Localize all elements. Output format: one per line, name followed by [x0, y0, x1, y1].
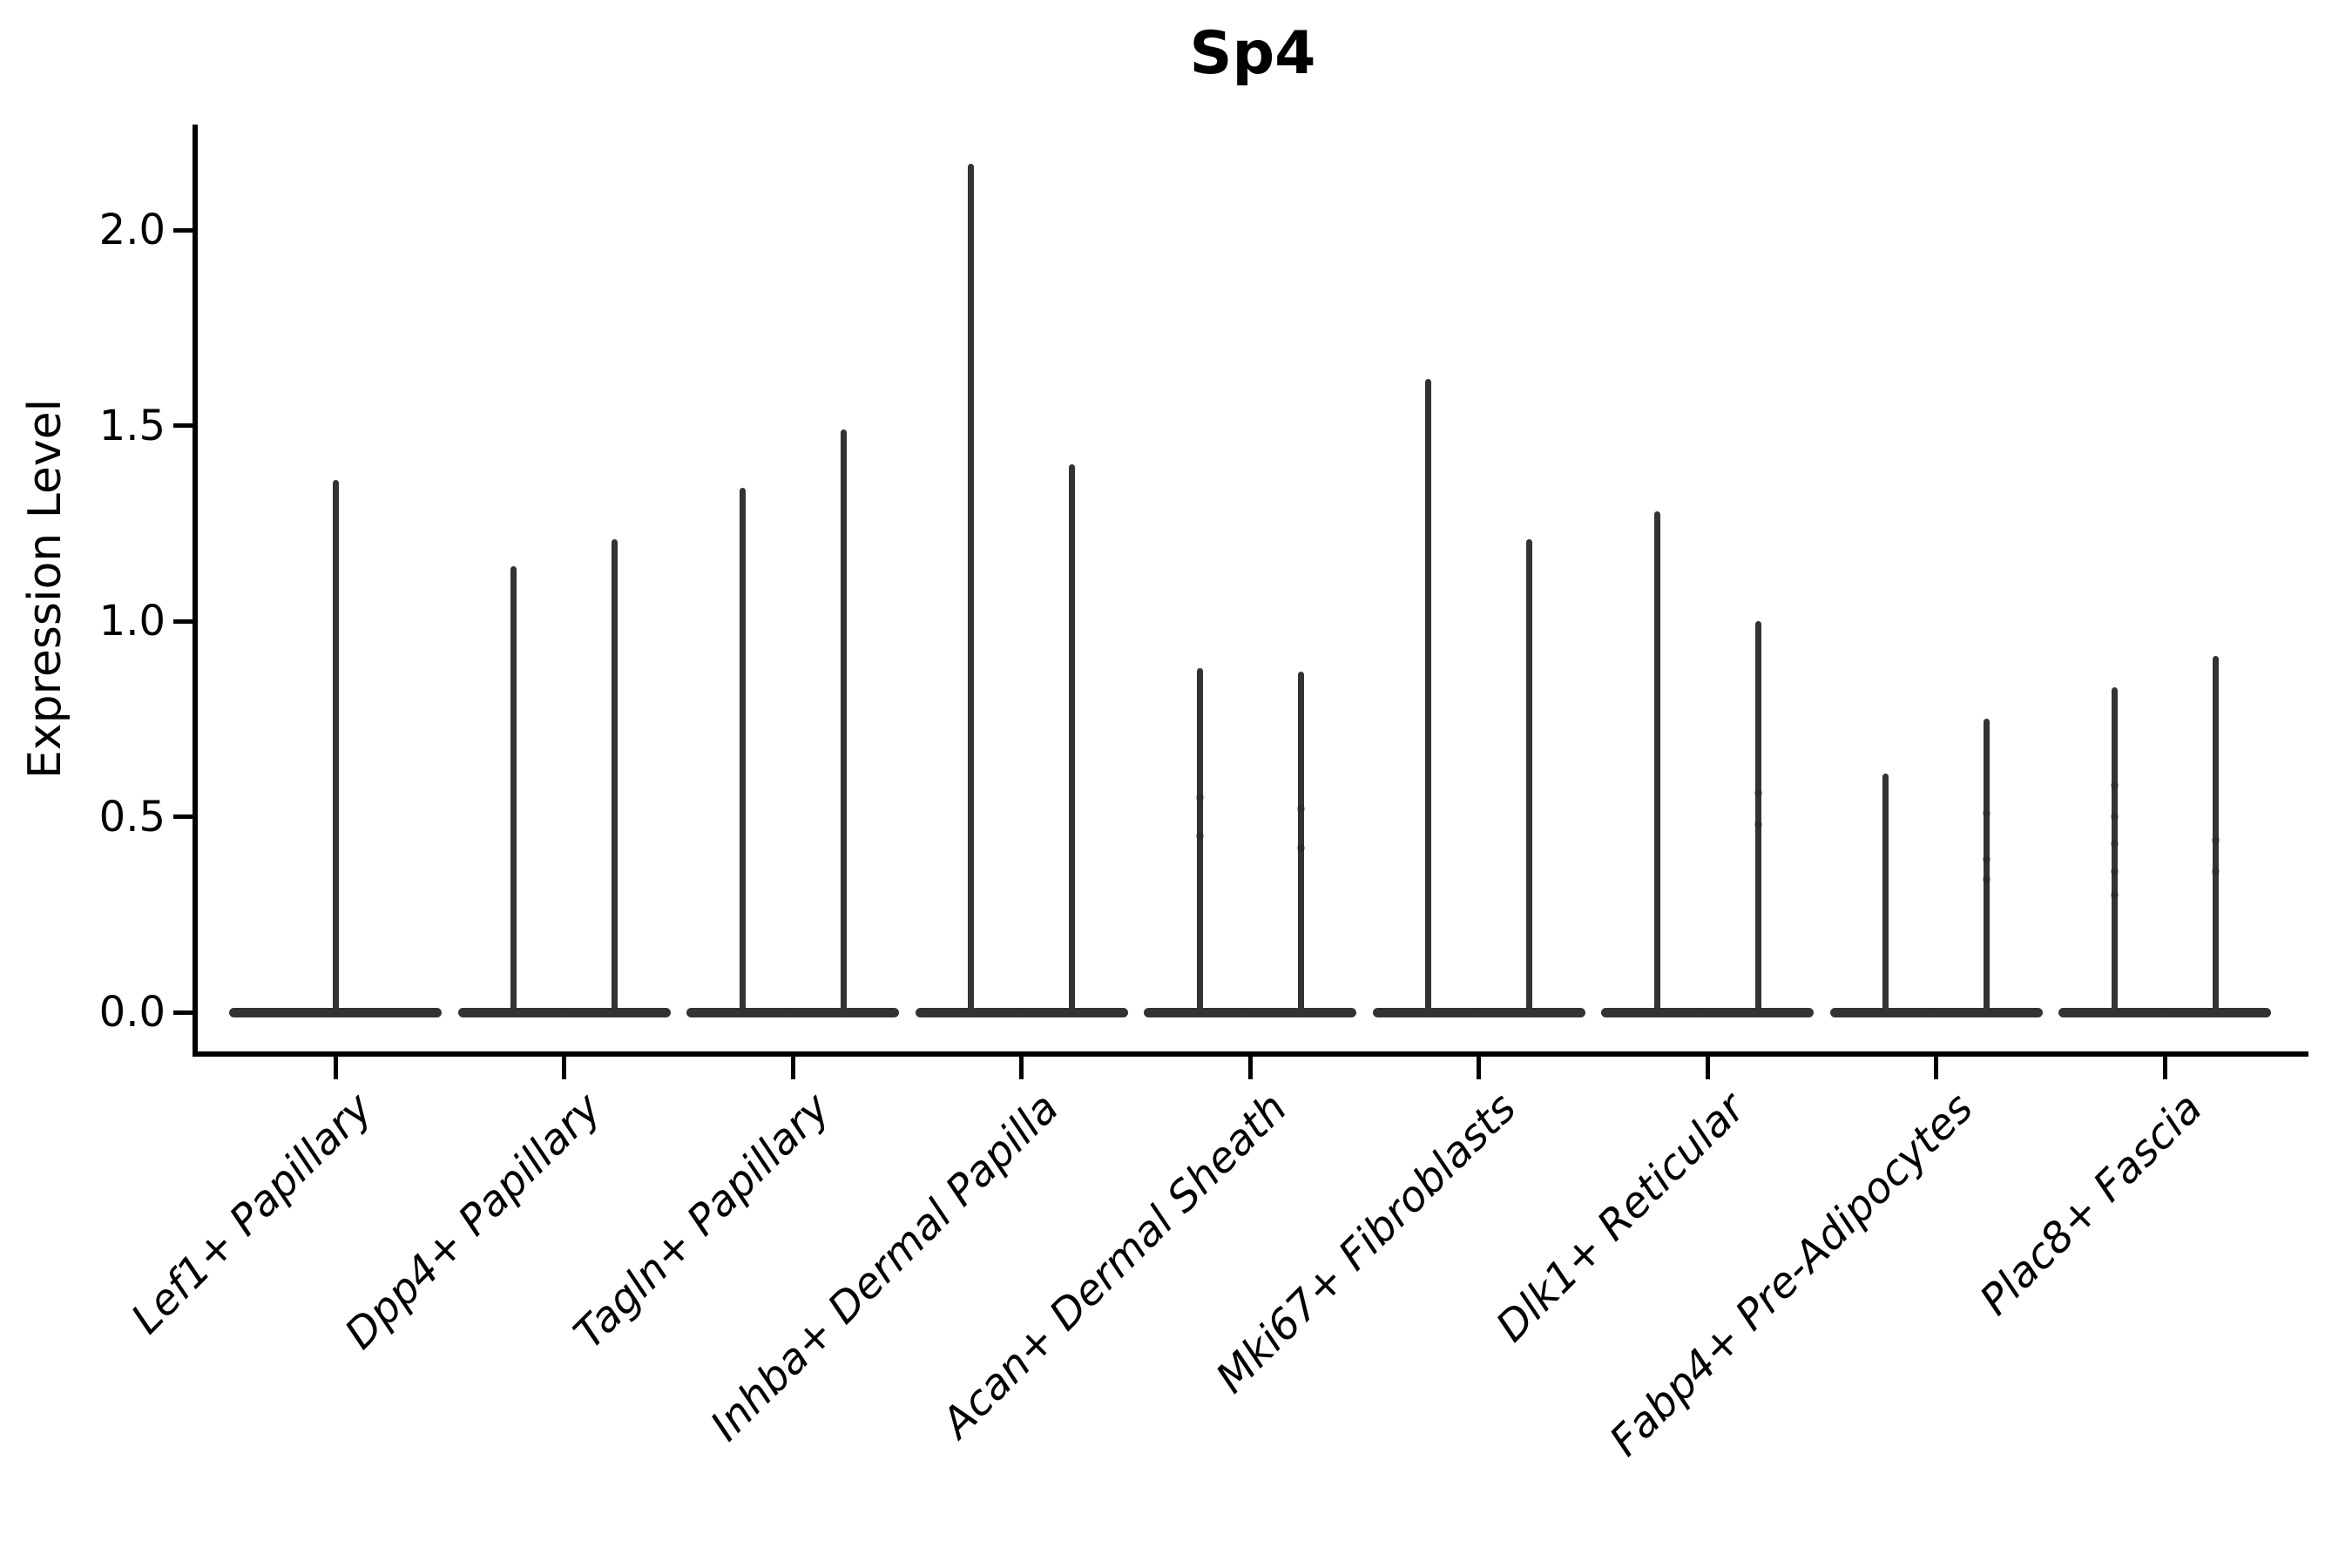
x-tick-label: Tagln+ Papillary	[564, 1084, 840, 1359]
x-tick-label: Fabp4+ Pre-Adipocytes	[1600, 1084, 1984, 1466]
expression-point	[1983, 808, 1990, 817]
violin-base	[558, 1007, 671, 1017]
violin-base	[1473, 1007, 1585, 1017]
violin-spike	[1196, 667, 1203, 1012]
y-tick-label: 1.5	[98, 401, 166, 450]
violin-spike	[1754, 621, 1761, 1012]
y-tick-label: 0.0	[98, 988, 166, 1037]
x-tick-mark	[562, 1057, 566, 1079]
violin-spike	[510, 566, 517, 1012]
violin-spike	[1297, 672, 1304, 1012]
expression-point	[2110, 781, 2119, 790]
expression-point	[1754, 820, 1762, 828]
x-tick-label: Lef1+ Papillary	[122, 1084, 382, 1344]
expression-point	[2211, 867, 2220, 875]
violin-base	[1829, 1007, 1942, 1017]
violin-base	[686, 1007, 798, 1017]
y-tick-mark	[173, 1010, 195, 1015]
violin-spike	[1069, 464, 1075, 1012]
violin-spike	[968, 163, 974, 1012]
violin-base	[915, 1007, 1027, 1017]
x-tick-mark	[333, 1057, 338, 1079]
violin-base	[1245, 1007, 1356, 1017]
violin-spike	[1984, 719, 1990, 1012]
y-tick-mark	[173, 618, 195, 624]
violin-spike	[1526, 538, 1532, 1012]
violin-spike	[2111, 687, 2118, 1012]
violin-base	[787, 1007, 899, 1017]
violin-spike	[332, 480, 339, 1012]
violin-base	[2159, 1007, 2271, 1017]
x-axis-spine	[193, 1051, 2308, 1057]
violin-base	[457, 1007, 570, 1017]
expression-point	[2211, 835, 2220, 844]
x-tick-mark	[2162, 1057, 2167, 1079]
y-axis-label: Expression Level	[19, 398, 71, 780]
violin-spike	[739, 488, 746, 1012]
expression-point	[1195, 793, 1204, 801]
expression-point	[2110, 813, 2119, 821]
x-tick-mark	[1247, 1057, 1253, 1079]
y-tick-label: 0.5	[98, 792, 166, 841]
violin-spike	[1882, 774, 1889, 1012]
expression-point	[2110, 867, 2119, 875]
violin-spike	[840, 429, 847, 1012]
y-tick-label: 2.0	[98, 206, 166, 254]
expression-point	[1195, 832, 1204, 841]
y-tick-mark	[173, 423, 195, 428]
x-tick-label: Dlk1+ Reticular	[1486, 1084, 1754, 1352]
expression-point	[1296, 843, 1305, 852]
y-tick-mark	[173, 814, 195, 819]
expression-point	[1754, 789, 1762, 798]
expression-point	[1296, 805, 1305, 814]
chart-title: Sp4	[1189, 19, 1316, 88]
violin-spike	[1653, 511, 1660, 1012]
violin-base	[1702, 1007, 1814, 1017]
x-tick-mark	[1934, 1057, 1938, 1079]
violin-base	[1930, 1007, 2043, 1017]
y-axis-spine	[193, 125, 198, 1057]
x-tick-label: Plac8+ Fascia	[1970, 1084, 2212, 1325]
violin-spike	[2212, 656, 2219, 1012]
x-tick-mark	[1019, 1057, 1024, 1079]
expression-point	[1983, 855, 1990, 864]
violin-base	[1016, 1007, 1128, 1017]
expression-point	[1983, 875, 1990, 883]
violin-base	[1144, 1007, 1255, 1017]
violin-spike	[1425, 378, 1431, 1012]
violin-base	[1601, 1007, 1713, 1017]
y-tick-mark	[173, 227, 195, 233]
y-tick-label: 1.0	[98, 597, 166, 645]
violin-base	[2058, 1007, 2170, 1017]
x-tick-mark	[1705, 1057, 1710, 1079]
x-tick-mark	[790, 1057, 795, 1079]
expression-point	[2110, 840, 2119, 848]
violin-base	[229, 1007, 442, 1017]
violin-base	[1372, 1007, 1484, 1017]
violin-spike	[612, 538, 618, 1012]
x-tick-mark	[1477, 1057, 1481, 1079]
expression-point	[2110, 890, 2119, 899]
